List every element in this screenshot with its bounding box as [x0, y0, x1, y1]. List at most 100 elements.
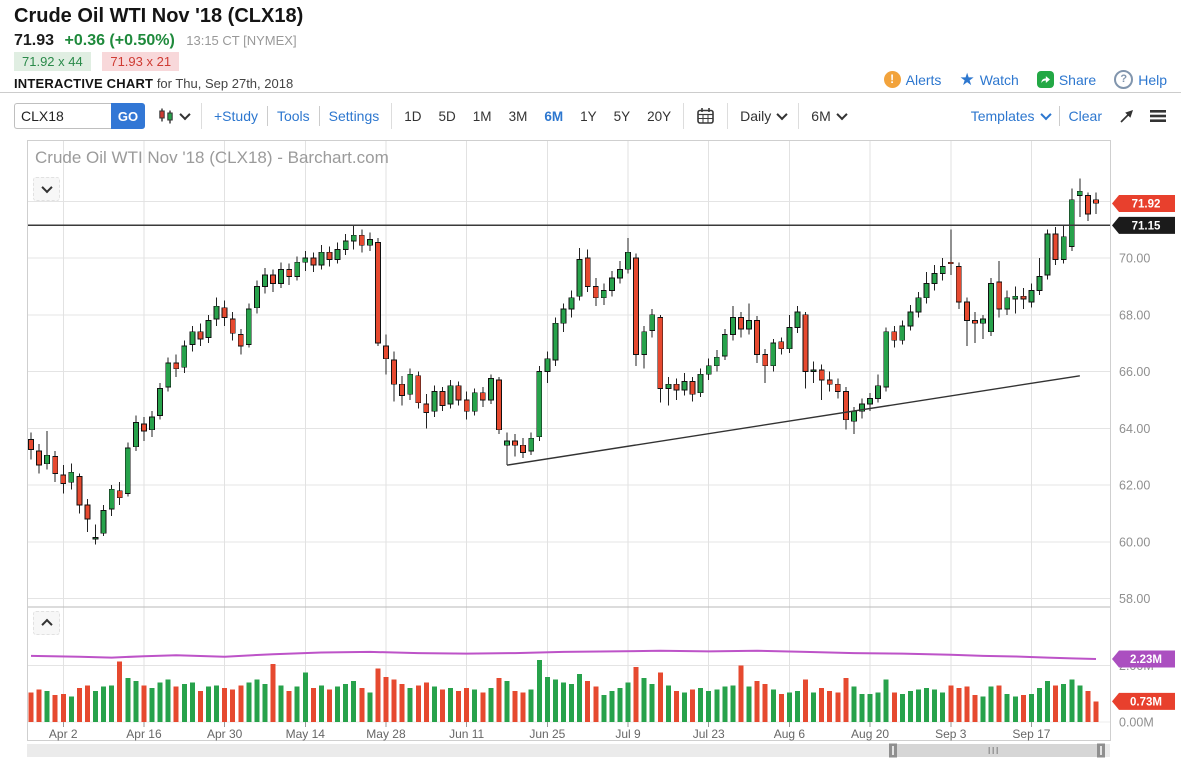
svg-text:0.73M: 0.73M [1130, 696, 1162, 708]
toolbar-separator [798, 103, 800, 129]
header-divider [0, 92, 1181, 93]
scrollbar-track[interactable] [27, 744, 1110, 757]
range-5y[interactable]: 5Y [613, 108, 631, 124]
range-1y[interactable]: 1Y [580, 108, 597, 124]
trendline-draw-icon [1120, 109, 1133, 123]
chevron-down-icon [179, 108, 191, 121]
calendar-icon [697, 108, 714, 124]
frequency-value: Daily [740, 108, 772, 124]
page-title: Crude Oil WTI Nov '18 (CLX18) [14, 5, 304, 27]
quote-time: 13:15 CT [NYMEX] [186, 33, 297, 48]
candlesticks [28, 178, 1099, 545]
share-link[interactable]: Share [1036, 71, 1097, 88]
svg-text:71.92: 71.92 [1132, 199, 1161, 211]
tools-button[interactable]: Tools [276, 108, 310, 124]
help-link[interactable]: ? Help [1114, 70, 1167, 89]
chevron-down-icon [1039, 108, 1052, 121]
svg-text:60.00: 60.00 [1119, 535, 1150, 549]
settings-button[interactable]: Settings [328, 108, 380, 124]
bid-badge: 71.92 x 44 [14, 52, 91, 71]
range-3m[interactable]: 3M [508, 108, 528, 124]
range-1d[interactable]: 1D [404, 108, 422, 124]
toolbar-separator [1058, 106, 1060, 126]
svg-text:70.00: 70.00 [1119, 252, 1150, 266]
symbol-input[interactable] [14, 103, 111, 129]
range-6m-active[interactable]: 6M [544, 108, 564, 124]
help-label: Help [1138, 71, 1167, 88]
ascending-trendline[interactable] [506, 375, 1080, 466]
svg-text:Jul 23: Jul 23 [693, 727, 725, 741]
price-change: +0.36 (+0.50%) [64, 32, 175, 49]
toolbar-separator [266, 106, 268, 126]
go-button[interactable]: GO [111, 103, 145, 129]
svg-text:Apr 16: Apr 16 [126, 727, 162, 741]
toolbar-separator [727, 103, 729, 129]
frequency-dropdown[interactable]: Daily [740, 108, 788, 124]
calendar-button[interactable] [696, 107, 715, 125]
interactive-chart-date: for Thu, Sep 27th, 2018 [156, 76, 294, 91]
range-20y[interactable]: 20Y [647, 108, 672, 124]
range-5d[interactable]: 5D [438, 108, 456, 124]
last-price-badge: 71.92 [1112, 195, 1175, 213]
draw-tool-button[interactable] [1118, 108, 1135, 125]
date-axis: Apr 2 Apr 16 Apr 30 May 14 May 28 Jun 11 Jun 2… [49, 722, 1051, 741]
chart-canvas[interactable]: Apr 2 Apr 16 Apr 30 May 14 May 28 Jun 11 Jun 2… [27, 140, 1181, 761]
chevron-down-icon [40, 181, 53, 194]
range-buttons: 1D 5D 1M 3M 6M 1Y 5Y 20Y [404, 109, 671, 124]
alerts-label: Alerts [905, 71, 942, 88]
chart-type-dropdown[interactable] [157, 107, 191, 125]
toolbar-right-group: Templates Clear [971, 106, 1167, 126]
bid-ask-row: 71.92 x 44 71.93 x 21 [14, 52, 180, 71]
volume-bars [28, 659, 1099, 722]
add-study-button[interactable]: +Study [214, 108, 258, 124]
templates-label: Templates [970, 108, 1035, 124]
chart-watermark: Crude Oil WTI Nov '18 (CLX18) - Barchart… [35, 148, 389, 167]
toolbar-separator [318, 106, 320, 126]
svg-text:Jul 9: Jul 9 [615, 727, 641, 741]
toolbar-separator [201, 103, 202, 129]
volume-badge: 0.73M [1112, 692, 1175, 710]
svg-text:Apr 30: Apr 30 [207, 727, 243, 741]
help-icon: ? [1114, 70, 1134, 89]
collapse-volume-panel-button[interactable] [33, 611, 60, 635]
interactive-chart-label: INTERACTIVE CHART [14, 76, 154, 91]
toolbar-separator [683, 103, 685, 129]
svg-text:Sep 3: Sep 3 [935, 727, 967, 741]
svg-text:64.00: 64.00 [1119, 422, 1150, 436]
hamburger-menu-icon [1150, 110, 1166, 122]
open-interest-badge: 2.23M [1112, 650, 1175, 668]
svg-text:Aug 6: Aug 6 [774, 727, 806, 741]
span-dropdown[interactable]: 6M [811, 108, 848, 124]
svg-text:2.23M: 2.23M [1130, 654, 1162, 666]
clear-button[interactable]: Clear [1068, 108, 1102, 124]
svg-text:Jun 11: Jun 11 [449, 727, 484, 741]
watch-link[interactable]: ★ Watch [959, 71, 1018, 88]
svg-text:58.00: 58.00 [1119, 592, 1150, 606]
hline-price-badge: 71.15 [1112, 216, 1175, 234]
svg-text:62.00: 62.00 [1119, 479, 1150, 493]
price-row: 71.93 +0.36 (+0.50%) 13:15 CT [NYMEX] [14, 32, 297, 50]
svg-text:Apr 2: Apr 2 [49, 727, 78, 741]
ask-badge: 71.93 x 21 [102, 52, 180, 71]
chart-frame [27, 140, 1111, 741]
star-icon: ★ [959, 70, 975, 89]
svg-text:Sep 17: Sep 17 [1012, 727, 1050, 741]
interactive-chart-caption: INTERACTIVE CHART for Thu, Sep 27th, 201… [14, 76, 293, 91]
alerts-link[interactable]: ! Alerts [883, 71, 942, 88]
svg-text:0.00M: 0.00M [1119, 716, 1154, 730]
share-icon [1036, 71, 1054, 88]
gridlines [27, 140, 1110, 723]
last-price: 71.93 [14, 32, 55, 49]
svg-text:66.00: 66.00 [1119, 365, 1150, 379]
svg-text:May 28: May 28 [366, 727, 406, 741]
svg-text:Jun 25: Jun 25 [529, 727, 565, 741]
share-label: Share [1058, 71, 1097, 88]
toolbar-separator [391, 103, 393, 129]
templates-dropdown[interactable]: Templates [970, 108, 1052, 124]
chevron-down-icon [836, 108, 848, 121]
menu-button[interactable] [1149, 108, 1167, 124]
collapse-price-panel-button[interactable] [33, 177, 60, 201]
range-1m[interactable]: 1M [472, 108, 492, 124]
svg-text:68.00: 68.00 [1119, 308, 1150, 322]
